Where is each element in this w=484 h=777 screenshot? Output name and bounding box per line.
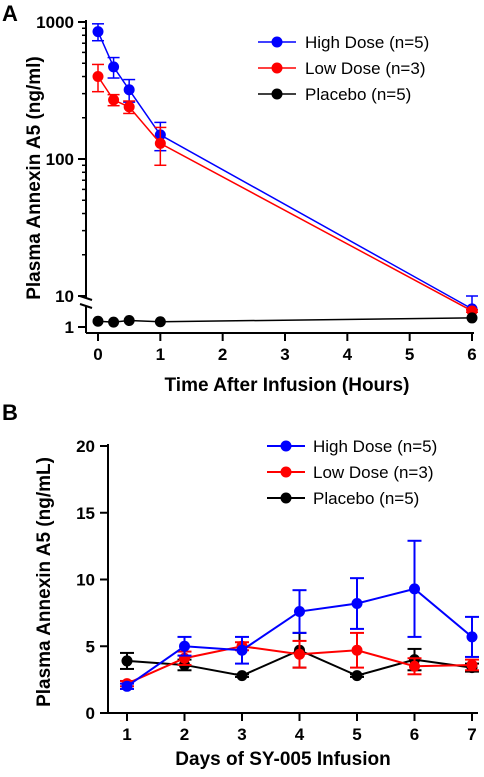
panel-b-data-point bbox=[179, 640, 190, 652]
panel-b-data-point bbox=[236, 644, 248, 656]
panel-b-data-point bbox=[294, 606, 305, 618]
panel-a-x-tick-label: 0 bbox=[93, 345, 102, 364]
panel-a-data-point bbox=[92, 71, 104, 83]
panel-a-x-axis-title: Time After Infusion (Hours) bbox=[165, 375, 410, 396]
panel-b-x-tick-label: 3 bbox=[237, 725, 246, 744]
panel-a-data-point bbox=[108, 94, 120, 106]
panel-b-data-point bbox=[121, 655, 133, 667]
panel-a-data-point bbox=[108, 61, 120, 73]
panel-b-data-point bbox=[351, 670, 363, 682]
panel-a-y-tick-label: 10 bbox=[55, 287, 74, 306]
panel-a-series-1 bbox=[92, 63, 478, 317]
panel-b-legend: High Dose (n=5) Low Dose (n=3) Placebo (n=… bbox=[267, 437, 437, 508]
panel-a-legend-label: Placebo (n=5) bbox=[305, 85, 411, 104]
panel-b-legend-label: High Dose (n=5) bbox=[313, 437, 437, 456]
panel-a-legend: High Dose (n=5) Low Dose (n=3) Placebo (n=… bbox=[258, 33, 429, 104]
panel-a-series-line bbox=[97, 317, 473, 323]
panel-a-y-tick-label: 100 bbox=[46, 150, 74, 169]
panel-a-x-tick-label: 1 bbox=[156, 345, 165, 364]
panel-b-data-point bbox=[351, 598, 363, 610]
panel-b-legend-marker bbox=[280, 492, 292, 504]
panel-b-data-point bbox=[351, 644, 363, 656]
panel-a-legend-label: Low Dose (n=3) bbox=[305, 59, 425, 78]
panel-b-legend-marker bbox=[280, 440, 292, 452]
panel-b-legend-label: Placebo (n=5) bbox=[313, 489, 419, 508]
panel-b-x-tick-label: 6 bbox=[410, 725, 419, 744]
panel-b-legend-marker bbox=[280, 466, 292, 478]
panel-b-data-point bbox=[409, 583, 420, 595]
panel-a-legend-marker bbox=[271, 62, 283, 74]
panel-b-x-tick-label: 1 bbox=[122, 725, 131, 744]
panel-b-data-point bbox=[121, 680, 133, 692]
panel-a-data-point bbox=[92, 26, 104, 38]
panel-a-legend-marker bbox=[271, 36, 283, 48]
panel-a-y-axis-title: Plasma Annexin A5 (ng/ml) bbox=[24, 56, 45, 300]
panel-b: B 0 5 10 15 20 1 2 3 4 5 6 7 High Dose (n=5) Low Dos… bbox=[2, 400, 479, 770]
panel-a-data-point bbox=[123, 314, 135, 326]
panel-b-series-0 bbox=[120, 539, 479, 692]
panel-a-series bbox=[92, 23, 478, 328]
panel-b-y-tick-label: 15 bbox=[76, 504, 95, 523]
panel-b-axes: 0 5 10 15 20 1 2 3 4 5 6 7 bbox=[76, 437, 478, 744]
panel-b-x-tick-label: 5 bbox=[352, 725, 361, 744]
panel-b-data-point bbox=[409, 660, 420, 672]
panel-a-axis-break-mark bbox=[79, 303, 93, 309]
panel-b-data-point bbox=[466, 631, 478, 643]
panel-a-series-2 bbox=[92, 312, 478, 328]
panel-a-x-tick-label: 4 bbox=[343, 345, 353, 364]
panel-a-y-tick-label: 1 bbox=[65, 318, 74, 337]
panel-a-data-point bbox=[92, 315, 104, 327]
panel-b-y-tick-label: 0 bbox=[86, 704, 95, 723]
panel-a-data-point bbox=[154, 137, 166, 149]
panel-a-x-tick-label: 5 bbox=[405, 345, 414, 364]
panel-b-data-point bbox=[466, 659, 478, 671]
panel-b-x-tick-label: 2 bbox=[180, 725, 189, 744]
panel-a-data-point bbox=[123, 84, 135, 96]
panel-b-x-tick-label: 4 bbox=[295, 725, 305, 744]
panel-b-x-tick-label: 7 bbox=[467, 725, 476, 744]
panel-a-letter: A bbox=[2, 1, 18, 26]
panel-a-x-tick-label: 2 bbox=[218, 345, 227, 364]
panel-a-data-point bbox=[154, 316, 166, 328]
panel-a-y-tick-label: 1000 bbox=[36, 13, 74, 32]
panel-a-x-tick-label: 6 bbox=[467, 345, 476, 364]
panel-a-legend-label: High Dose (n=5) bbox=[305, 33, 429, 52]
panel-b-series-1 bbox=[120, 631, 479, 690]
panel-a-legend-marker bbox=[271, 88, 283, 100]
panel-b-data-point bbox=[236, 670, 248, 682]
panel-a-data-point bbox=[108, 316, 120, 328]
panel-a-data-point bbox=[123, 101, 135, 113]
panel-b-legend-label: Low Dose (n=3) bbox=[313, 463, 433, 482]
panel-b-series bbox=[120, 539, 479, 692]
panel-a-series-line bbox=[97, 76, 473, 312]
panel-b-y-tick-label: 5 bbox=[86, 637, 95, 656]
panel-b-y-tick-label: 10 bbox=[76, 571, 95, 590]
panel-b-data-point bbox=[294, 648, 305, 660]
panel-a-data-point bbox=[466, 312, 478, 324]
panel-b-y-tick-label: 20 bbox=[76, 437, 95, 456]
panel-b-x-axis-title: Days of SY-005 Infusion bbox=[175, 749, 390, 770]
panel-b-letter: B bbox=[2, 400, 18, 425]
panel-a-x-tick-label: 3 bbox=[280, 345, 289, 364]
panel-b-y-axis-title: Plasma Annexin A5 (ng/mL) bbox=[34, 457, 55, 707]
